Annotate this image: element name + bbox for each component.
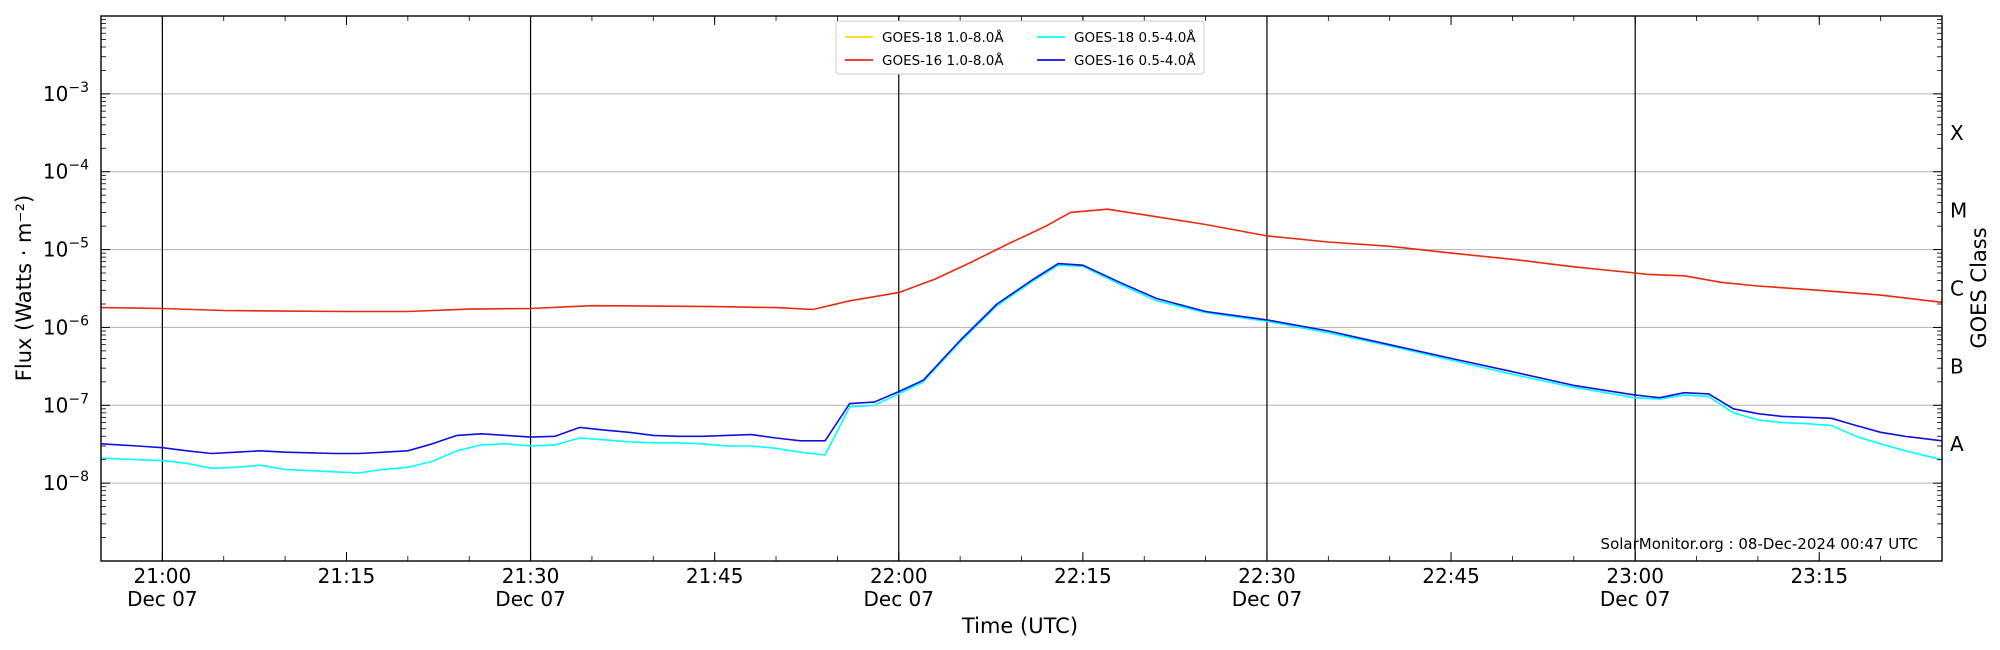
x-tick-label: 22:00 <box>870 564 928 588</box>
y-tick-label: 10−4 <box>43 158 89 184</box>
y-tick-label: 10−5 <box>43 236 89 262</box>
x-tick-label: 22:15 <box>1054 564 1112 588</box>
legend-label: GOES-16 0.5-4.0Å <box>1074 52 1196 69</box>
y-tick-label: 10−3 <box>43 80 89 106</box>
x-tick-date-label: Dec 07 <box>864 587 935 611</box>
series-line <box>100 262 1943 455</box>
y-tick-label: 10−7 <box>43 391 89 417</box>
x-axis-title: Time (UTC) <box>961 614 1078 638</box>
x-tick-label: 21:30 <box>502 564 560 588</box>
left-axis-ticks <box>101 15 110 562</box>
goes-class-labels: X M C B A <box>1950 121 1967 456</box>
vertical-date-lines <box>161 16 1636 561</box>
legend: GOES-18 1.0-8.0Å GOES-16 1.0-8.0Å GOES-18 … <box>835 20 1205 75</box>
goes-class-label: X <box>1950 121 1964 145</box>
goes-class-label: A <box>1950 432 1964 456</box>
legend-label: GOES-18 1.0-8.0Å <box>882 29 1004 46</box>
goes-class-label: B <box>1950 354 1964 378</box>
x-tick-label: 22:30 <box>1238 564 1296 588</box>
credit-text: SolarMonitor.org : 08-Dec-2024 00:47 UTC <box>1601 535 1918 553</box>
x-tick-date-label: Dec 07 <box>127 587 198 611</box>
y-tick-label: 10−8 <box>43 469 89 495</box>
x-tick-label: 21:45 <box>686 564 744 588</box>
x-tick-date-label: Dec 07 <box>1232 587 1303 611</box>
goes-class-label: M <box>1950 199 1967 223</box>
series-line <box>100 264 1943 474</box>
y2-axis-title: GOES Class <box>1967 227 1991 348</box>
legend-label: GOES-16 1.0-8.0Å <box>882 52 1004 69</box>
x-axis-ticks <box>100 16 1943 561</box>
right-axis-ticks <box>1933 15 1942 562</box>
y-axis-title: Flux (Watts · m⁻²) <box>12 195 36 381</box>
x-tick-label: 23:15 <box>1790 564 1848 588</box>
legend-label: GOES-18 0.5-4.0Å <box>1074 29 1196 46</box>
series-line <box>100 208 1943 313</box>
legend-box <box>835 20 1205 75</box>
x-tick-label: 21:15 <box>318 564 376 588</box>
y-axis-tick-labels: 10−3 10−4 10−5 10−6 10−7 10−8 <box>43 80 89 495</box>
series-layer <box>100 208 1943 474</box>
x-tick-date-label: Dec 07 <box>495 587 566 611</box>
goes-class-label: C <box>1950 277 1964 301</box>
x-tick-date-label: Dec 07 <box>1600 587 1671 611</box>
x-tick-label: 22:45 <box>1422 564 1480 588</box>
x-tick-label: 23:00 <box>1606 564 1664 588</box>
y-tick-label: 10−6 <box>43 313 89 339</box>
x-tick-label: 21:00 <box>134 564 192 588</box>
